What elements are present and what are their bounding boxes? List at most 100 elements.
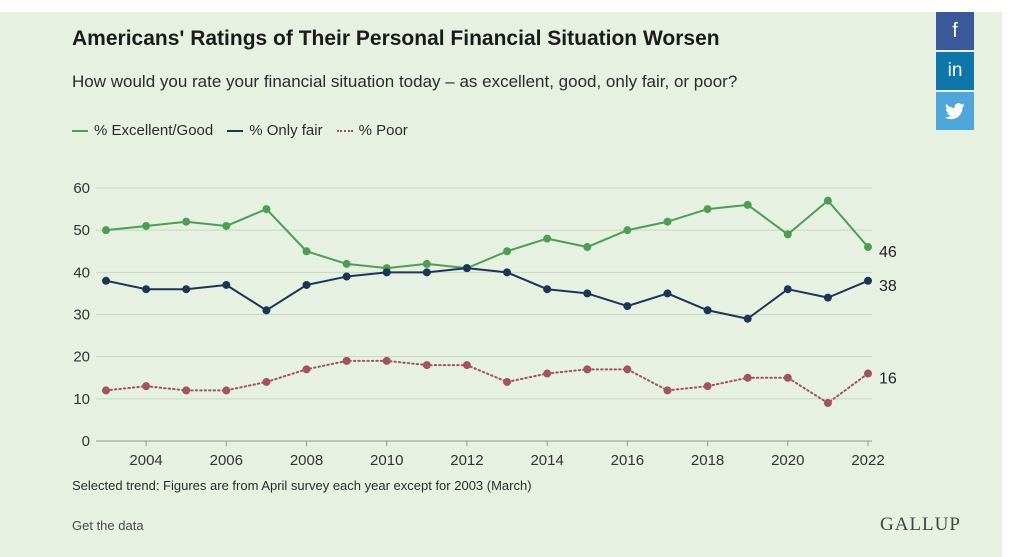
gallup-logo: GALLUP — [880, 514, 961, 535]
data-point — [462, 264, 471, 273]
data-point — [864, 243, 872, 252]
y-tick-label: 50 — [73, 222, 90, 239]
x-tick-label: 2016 — [611, 452, 644, 469]
data-point — [182, 386, 191, 395]
facebook-icon: f — [952, 19, 958, 42]
data-point — [142, 221, 151, 230]
data-point — [422, 361, 431, 370]
x-tick-label: 2018 — [691, 452, 724, 469]
data-point — [663, 217, 672, 226]
series-line-1 — [105, 267, 869, 320]
legend-swatch-poor — [336, 129, 353, 132]
data-point — [823, 293, 832, 302]
data-point — [583, 365, 592, 374]
linkedin-share-button[interactable]: in — [936, 52, 974, 90]
y-tick-label: 10 — [73, 391, 90, 408]
series-line-0 — [105, 199, 869, 270]
legend-item-excellent-good: % Excellent/Good — [72, 122, 213, 139]
data-point — [783, 285, 792, 294]
data-point — [864, 369, 872, 378]
end-value-label: 16 — [879, 371, 897, 388]
data-point — [262, 205, 271, 214]
x-tick-label: 2022 — [851, 452, 884, 469]
data-point — [302, 280, 311, 289]
x-tick-label: 2008 — [290, 452, 323, 469]
y-tick-label: 60 — [73, 180, 90, 197]
x-tick-label: 2006 — [210, 452, 243, 469]
data-point — [583, 243, 592, 252]
facebook-share-button[interactable]: f — [936, 12, 974, 50]
data-point — [703, 306, 712, 315]
data-point — [222, 386, 231, 395]
data-point — [823, 399, 832, 408]
data-point — [783, 230, 792, 239]
twitter-share-button[interactable] — [936, 92, 974, 130]
y-tick-label: 0 — [82, 433, 90, 450]
y-tick-label: 20 — [73, 349, 90, 366]
data-point — [703, 382, 712, 391]
data-point — [503, 247, 512, 256]
chart-legend: % Excellent/Good % Only fair % Poor — [72, 122, 422, 139]
trend-note: Selected trend: Figures are from April s… — [72, 478, 532, 493]
data-point — [222, 280, 231, 289]
legend-label-poor: % Poor — [358, 122, 408, 139]
data-point — [623, 302, 632, 311]
data-point — [462, 361, 471, 370]
data-point — [823, 196, 832, 205]
data-point — [342, 272, 351, 281]
data-point — [543, 234, 552, 243]
x-tick-label: 2012 — [450, 452, 483, 469]
legend-item-poor: % Poor — [336, 122, 408, 139]
data-point — [422, 259, 431, 268]
data-point — [743, 200, 752, 209]
legend-swatch-excellent-good — [72, 129, 88, 132]
chart-card — [0, 12, 1002, 557]
data-point — [503, 268, 512, 277]
legend-label-only-fair: % Only fair — [249, 122, 323, 139]
data-point — [703, 205, 712, 214]
data-point — [302, 247, 311, 256]
data-point — [182, 217, 191, 226]
x-tick-label: 2014 — [530, 452, 563, 469]
legend-swatch-only-fair — [227, 129, 244, 132]
x-tick-label: 2020 — [771, 452, 804, 469]
data-point — [422, 268, 431, 277]
legend-item-only-fair: % Only fair — [227, 122, 323, 139]
data-point — [142, 285, 151, 294]
data-point — [102, 226, 110, 235]
data-point — [382, 356, 391, 365]
data-point — [222, 221, 231, 230]
data-point — [102, 386, 110, 395]
data-point — [583, 289, 592, 298]
x-tick-label: 2004 — [129, 452, 162, 469]
data-point — [543, 369, 552, 378]
data-point — [743, 373, 752, 382]
data-point — [864, 276, 872, 285]
data-point — [503, 377, 512, 386]
data-point — [302, 365, 311, 374]
series-line-2 — [105, 359, 869, 405]
data-point — [262, 377, 271, 386]
data-point — [743, 314, 752, 323]
linkedin-icon: in — [947, 60, 963, 81]
legend-label-excellent-good: % Excellent/Good — [94, 122, 214, 139]
end-value-label: 46 — [879, 244, 897, 261]
twitter-bird-icon — [945, 102, 965, 119]
data-point — [663, 386, 672, 395]
data-point — [663, 289, 672, 298]
chart-title: Americans' Ratings of Their Personal Fin… — [72, 27, 720, 50]
y-tick-label: 40 — [73, 264, 90, 281]
data-point — [182, 285, 191, 294]
x-tick-label: 2010 — [370, 452, 403, 469]
data-point — [102, 276, 110, 285]
data-point — [342, 259, 351, 268]
data-point — [623, 365, 632, 374]
end-value-label: 38 — [879, 278, 897, 295]
data-point — [623, 226, 632, 235]
chart-subtitle: How would you rate your financial situat… — [72, 72, 738, 91]
y-tick-label: 30 — [73, 307, 90, 324]
get-data-link[interactable]: Get the data — [72, 518, 144, 533]
data-point — [342, 356, 351, 365]
data-point — [543, 285, 552, 294]
